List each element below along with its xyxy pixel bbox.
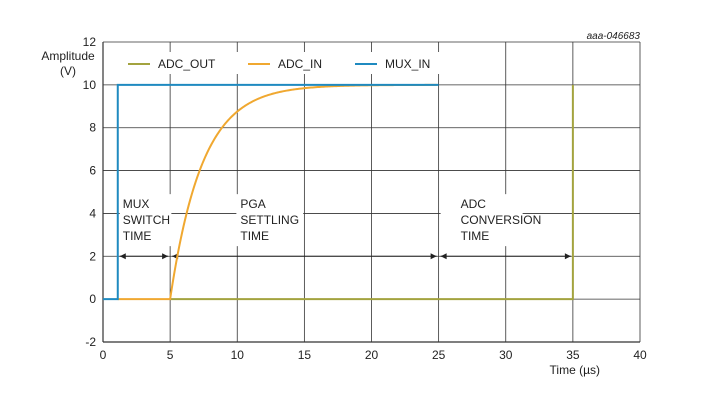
y-tick-label: -2 <box>85 335 96 349</box>
legend-bg <box>120 52 450 74</box>
annotation-label: TIME <box>240 229 269 243</box>
y-tick-label: 10 <box>83 78 97 92</box>
x-tick-label: 10 <box>231 348 245 362</box>
series-line-adc_out <box>170 84 574 301</box>
annotation-bg <box>236 194 304 247</box>
annotation-bg <box>119 194 172 247</box>
annotation-label: CONVERSION <box>461 213 542 227</box>
arrow-head-left <box>440 253 447 260</box>
series-line-mux_in <box>103 83 439 301</box>
y-tick-label: 12 <box>83 35 97 49</box>
x-tick-label: 0 <box>100 348 107 362</box>
figure-id: aaa-046683 <box>587 31 641 42</box>
arrow-head-right <box>430 253 437 260</box>
x-tick-label: 20 <box>365 348 379 362</box>
x-tick-label: 15 <box>298 348 312 362</box>
x-tick-label: 25 <box>432 348 446 362</box>
x-tick-label: 5 <box>167 348 174 362</box>
y-axis-label-line1: Amplitude <box>41 49 95 63</box>
y-tick-label: 8 <box>89 121 96 135</box>
x-axis-label: Time (µs) <box>550 363 600 377</box>
x-tick-label: 35 <box>566 348 580 362</box>
arrow-head-left <box>119 253 126 260</box>
annotation-label: SWITCH <box>123 213 170 227</box>
y-tick-label: 6 <box>89 164 96 178</box>
arrow-head-right <box>162 253 169 260</box>
series-line-adc_in <box>117 83 438 301</box>
y-tick-label: 4 <box>89 206 96 220</box>
annotation-bg <box>440 194 523 247</box>
x-tick-label: 30 <box>499 348 513 362</box>
legend-label: MUX_IN <box>385 57 430 71</box>
arrow-head-right <box>564 253 571 260</box>
annotation-label: ADC <box>461 197 487 211</box>
y-axis-label-line2: (V) <box>60 64 76 78</box>
annotation-label: TIME <box>461 229 490 243</box>
x-tick-label: 40 <box>633 348 647 362</box>
y-tick-label: 2 <box>89 249 96 263</box>
y-tick-label: 0 <box>89 292 96 306</box>
grid <box>102 41 641 343</box>
legend-label: ADC_IN <box>278 57 322 71</box>
annotation-label: MUX <box>123 197 150 211</box>
annotation-label: TIME <box>123 229 152 243</box>
annotation-label: SETTLING <box>240 213 299 227</box>
legend-label: ADC_OUT <box>158 57 216 71</box>
annotation-label: PGA <box>240 197 265 211</box>
